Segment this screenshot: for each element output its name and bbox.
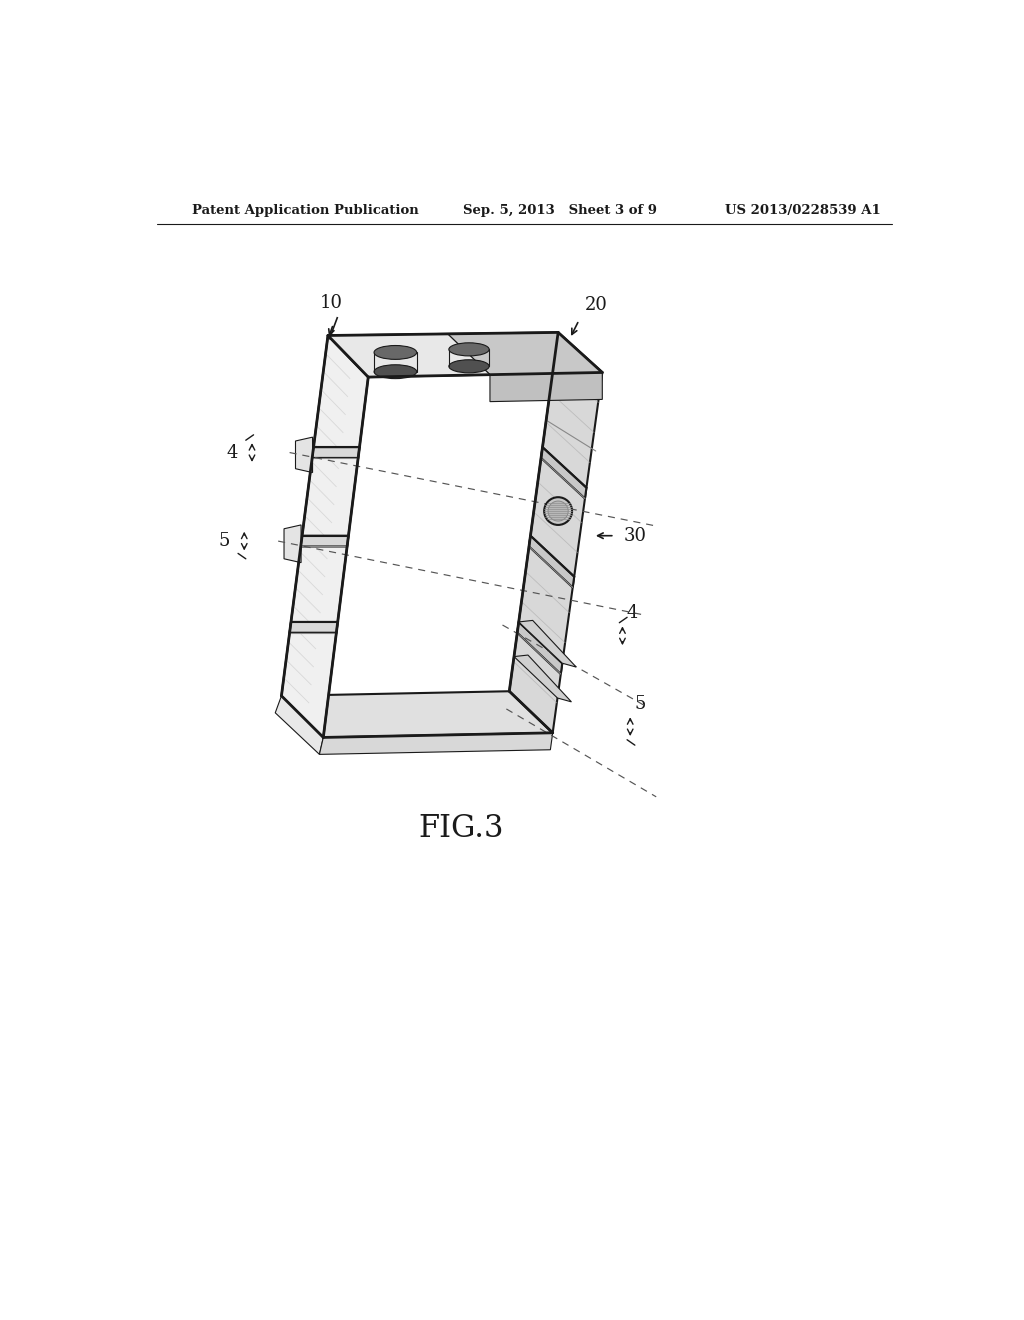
Text: 5: 5 (634, 694, 645, 713)
Text: Sep. 5, 2013   Sheet 3 of 9: Sep. 5, 2013 Sheet 3 of 9 (463, 205, 656, 218)
Polygon shape (447, 333, 602, 375)
Polygon shape (514, 655, 571, 702)
Polygon shape (489, 372, 602, 401)
Text: Patent Application Publication: Patent Application Publication (191, 205, 418, 218)
Polygon shape (509, 333, 602, 733)
Ellipse shape (374, 364, 417, 379)
Polygon shape (328, 334, 489, 378)
Text: 5: 5 (219, 532, 230, 550)
Text: 20: 20 (586, 296, 608, 314)
Polygon shape (282, 692, 553, 738)
Polygon shape (319, 733, 553, 755)
Text: 10: 10 (319, 294, 343, 313)
Polygon shape (529, 536, 574, 587)
Polygon shape (296, 437, 312, 473)
Ellipse shape (449, 343, 489, 356)
Polygon shape (301, 536, 348, 546)
Circle shape (548, 502, 568, 521)
Polygon shape (284, 525, 301, 562)
Polygon shape (328, 333, 602, 378)
Polygon shape (282, 335, 369, 738)
Polygon shape (290, 622, 338, 632)
Polygon shape (541, 447, 587, 499)
Circle shape (544, 498, 572, 525)
Text: FIG.3: FIG.3 (419, 813, 504, 843)
Polygon shape (312, 447, 359, 458)
Polygon shape (275, 696, 324, 755)
Polygon shape (517, 622, 562, 675)
Polygon shape (519, 620, 577, 667)
Ellipse shape (449, 360, 489, 372)
Text: 4: 4 (226, 444, 238, 462)
Ellipse shape (374, 346, 417, 359)
Text: US 2013/0228539 A1: US 2013/0228539 A1 (725, 205, 881, 218)
Text: 4: 4 (627, 605, 638, 622)
Text: 30: 30 (624, 527, 647, 545)
